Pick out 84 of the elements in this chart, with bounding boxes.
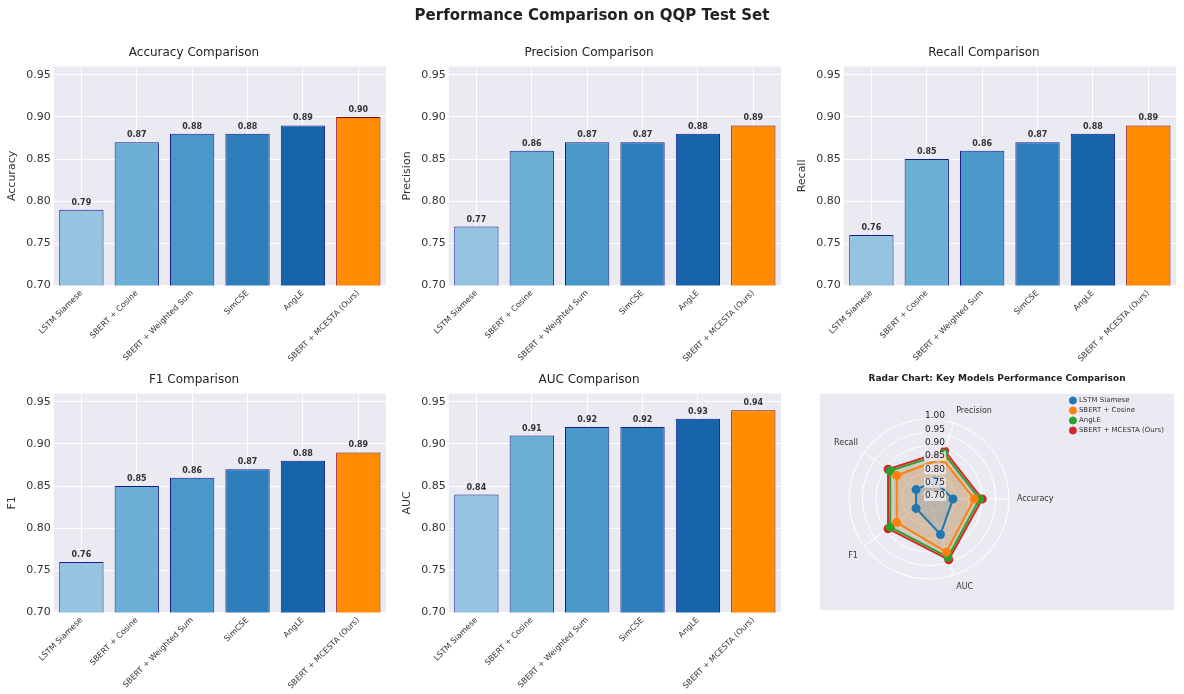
data-label: 0.88 [688,121,709,131]
chart-title: Precision Comparison [524,45,654,60]
data-label: 0.87 [237,457,258,467]
y-tick-label: 0.85 [421,151,446,165]
spoke-label: Recall [834,437,858,447]
data-label: 0.76 [71,549,92,559]
data-label: 0.85 [126,474,148,484]
y-tick-label: 0.95 [924,423,946,434]
data-label: 0.89 [1138,113,1159,123]
y-tick-label: 0.80 [26,521,51,535]
data-label: 0.90 [348,105,369,115]
y-tick-label: 0.75 [26,563,51,577]
data-label: 0.85 [916,147,938,157]
y-axis-title: Accuracy [5,150,19,202]
data-label: 0.88 [182,121,203,131]
y-tick-label: 0.70 [26,605,51,619]
data-label: 0.88 [237,121,258,131]
y-tick-label: 0.80 [924,463,946,474]
y-tick-label: 0.95 [26,394,51,408]
y-tick-label: 0.80 [26,194,51,208]
y-tick-label: 0.95 [26,67,51,81]
y-tick-label: 0.95 [421,394,446,408]
data-label: 0.92 [577,415,598,425]
data-label: 0.76 [861,222,882,232]
chart-title: AUC Comparison [538,372,640,387]
text: Performance Comparison on QQP Test Set [413,6,771,24]
y-tick-label: 0.95 [421,67,446,81]
y-tick-label: 1.00 [924,410,946,421]
y-tick-label: 0.70 [421,278,446,292]
data-label: 0.87 [1027,130,1048,140]
data-label: 0.86 [182,465,203,475]
data-label: 0.87 [632,130,653,140]
y-tick-label: 0.85 [816,151,841,165]
y-tick-label: 0.90 [816,109,841,123]
data-label: 0.86 [521,138,543,148]
data-label: 0.79 [71,197,92,207]
y-tick-label: 0.70 [924,490,946,501]
chart-title: Recall Comparison [928,45,1040,60]
data-label: 0.92 [632,415,653,425]
data-label: 0.84 [466,482,487,492]
data-label: 0.94 [743,398,764,408]
data-label: 0.87 [126,130,147,140]
y-tick-label: 0.85 [924,450,946,461]
y-tick-label: 0.75 [924,476,946,487]
y-tick-label: 0.90 [421,436,446,450]
y-tick-label: 0.80 [421,194,446,208]
spoke-label: Precision [956,405,992,415]
y-axis-title: AUC [400,490,414,515]
y-tick-label: 0.90 [421,109,446,123]
y-tick-label: 0.90 [26,436,51,450]
y-tick-label: 0.70 [26,278,51,292]
y-tick-label: 0.75 [816,236,841,250]
chart-title: F1 Comparison [148,372,240,387]
y-tick-label: 0.75 [421,563,446,577]
data-label: 0.88 [293,448,314,458]
spoke-label: AUC [956,582,974,592]
chart-title: Accuracy Comparison [128,45,260,60]
data-label: 0.93 [688,406,708,416]
data-label: 0.89 [293,113,314,123]
y-tick-label: 0.85 [421,478,446,492]
y-tick-label: 0.70 [816,278,841,292]
y-tick-label: 0.90 [26,109,51,123]
data-label: 0.91 [521,423,543,433]
data-label: 0.86 [972,138,993,148]
y-tick-label: 0.75 [421,236,446,250]
y-tick-label: 0.70 [421,605,446,619]
y-axis-title: F1 [5,496,19,510]
data-label: 0.88 [1083,121,1104,131]
y-tick-label: 0.75 [26,236,51,250]
y-axis-title: Recall [795,159,809,193]
chart-title: Radar Chart: Key Models Performance Comparison [868,372,1126,383]
y-tick-label: 0.85 [26,151,51,165]
y-tick-label: 0.85 [26,478,51,492]
y-tick-label: 0.90 [924,436,946,447]
data-label: 0.87 [577,130,598,140]
data-label: 0.89 [743,113,764,123]
spoke-label: Accuracy [1016,493,1054,503]
y-tick-label: 0.80 [816,194,841,208]
data-label: 0.77 [466,214,487,224]
y-axis-title: Precision [400,151,414,201]
y-tick-label: 0.95 [816,67,841,81]
spoke-label: F1 [848,550,858,560]
data-label: 0.89 [348,440,369,450]
y-tick-label: 0.80 [421,521,446,535]
